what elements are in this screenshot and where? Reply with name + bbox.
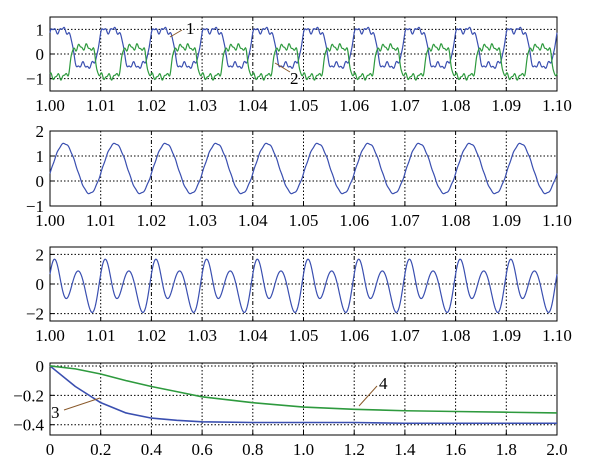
- series-line-1: [49, 365, 557, 425]
- leader-line-3: [63, 397, 101, 411]
- x-tick-label: 1.07: [390, 211, 420, 230]
- y-tick-label: 0: [36, 45, 45, 64]
- x-tick-label: 1.04: [238, 96, 268, 115]
- x-tick-label: 1.03: [187, 96, 217, 115]
- x-tick-label: 1.02: [137, 96, 167, 115]
- panel-1: 1.00 1.01 1.02 1.03 1.04 1.05 1.06 1.07 1.08 1.09…: [26, 16, 572, 115]
- x-tick-label: 1.02: [137, 326, 167, 345]
- curve-annotations: 1 2 3 4: [51, 19, 388, 422]
- x-tick-label: 1.01: [86, 326, 116, 345]
- x-tick-label: 0.4: [141, 440, 163, 459]
- x-tick-label: 0.6: [191, 440, 212, 459]
- x-tick-label: 0.8: [242, 440, 263, 459]
- x-tick-label: 1.04: [238, 211, 268, 230]
- x-tick-label: 1.03: [187, 211, 217, 230]
- annotation-2: 2: [290, 69, 299, 88]
- series-line-1: [49, 258, 558, 314]
- x-tick-label: 1.06: [339, 96, 369, 115]
- x-tick-label: 1.02: [137, 211, 167, 230]
- x-tick-label: 1.09: [491, 96, 521, 115]
- y-tick-label: 1: [36, 147, 45, 166]
- panel-3: 1.00 1.01 1.02 1.03 1.04 1.05 1.06 1.07 1.08 1.09…: [26, 245, 572, 345]
- x-tick-label: 1.03: [187, 326, 217, 345]
- series-line-2: [49, 365, 558, 414]
- x-tick-label: 1.06: [339, 211, 369, 230]
- x-tick-label: 2.0: [546, 440, 567, 459]
- leader-line-4: [358, 385, 378, 407]
- annotation-3: 3: [51, 403, 60, 422]
- y-tick-label: −1: [26, 70, 44, 89]
- x-tick-label: 1.00: [35, 96, 65, 115]
- y-tick-label: 0: [36, 357, 45, 376]
- y-tick-label: 2: [36, 122, 45, 141]
- x-tick-label: 1.01: [86, 96, 116, 115]
- y-tick-label: 0: [36, 172, 45, 191]
- x-tick-label: 1.08: [441, 326, 471, 345]
- x-tick-label: 0.2: [90, 440, 111, 459]
- x-tick-label: 1.6: [445, 440, 466, 459]
- x-tick-label: 1.2: [344, 440, 365, 459]
- x-tick-label: 1.08: [441, 96, 471, 115]
- y-tick-label: −2: [26, 305, 44, 324]
- y-tick-label: −0.4: [13, 416, 44, 435]
- panel-4: 0 0.2 0.4 0.6 0.8 1.0 1.2 1.4 1.6 1.8 2.0 0 −0.2 −0.4: [13, 357, 567, 459]
- x-tick-label: 1.05: [289, 96, 319, 115]
- panel-2: 1.00 1.01 1.02 1.03 1.04 1.05 1.06 1.07 1.08 1.09…: [26, 122, 572, 230]
- x-tick-label: 1.00: [35, 326, 65, 345]
- x-tick-label: 1.09: [491, 326, 521, 345]
- x-tick-label: 1.05: [289, 326, 319, 345]
- series-line-2: [49, 43, 558, 81]
- y-tick-label: −1: [26, 197, 44, 216]
- series-line-1: [49, 26, 558, 69]
- annotation-4: 4: [379, 374, 388, 393]
- x-tick-label: 1.05: [289, 211, 319, 230]
- x-tick-label: 1.00: [35, 211, 65, 230]
- leader-line-1: [169, 29, 183, 38]
- y-tick-label: −0.2: [13, 386, 44, 405]
- x-tick-label: 1.10: [542, 211, 572, 230]
- x-tick-label: 1.04: [238, 326, 268, 345]
- leader-line-2: [274, 62, 291, 73]
- x-tick-label: 1.10: [542, 96, 572, 115]
- x-tick-label: 0: [46, 440, 55, 459]
- x-tick-label: 1.08: [441, 211, 471, 230]
- y-tick-label: 1: [36, 20, 45, 39]
- x-tick-label: 1.07: [390, 96, 420, 115]
- x-tick-label: 1.09: [491, 211, 521, 230]
- x-tick-label: 1.10: [542, 326, 572, 345]
- x-tick-label: 1.07: [390, 326, 420, 345]
- annotation-1: 1: [186, 19, 195, 38]
- y-tick-label: 2: [36, 245, 45, 264]
- x-tick-label: 1.4: [394, 440, 416, 459]
- series-line-1: [49, 142, 558, 195]
- x-tick-label: 1.06: [339, 326, 369, 345]
- x-tick-label: 1.0: [293, 440, 314, 459]
- y-tick-label: 0: [36, 275, 45, 294]
- x-tick-label: 1.8: [496, 440, 517, 459]
- x-tick-label: 1.01: [86, 211, 116, 230]
